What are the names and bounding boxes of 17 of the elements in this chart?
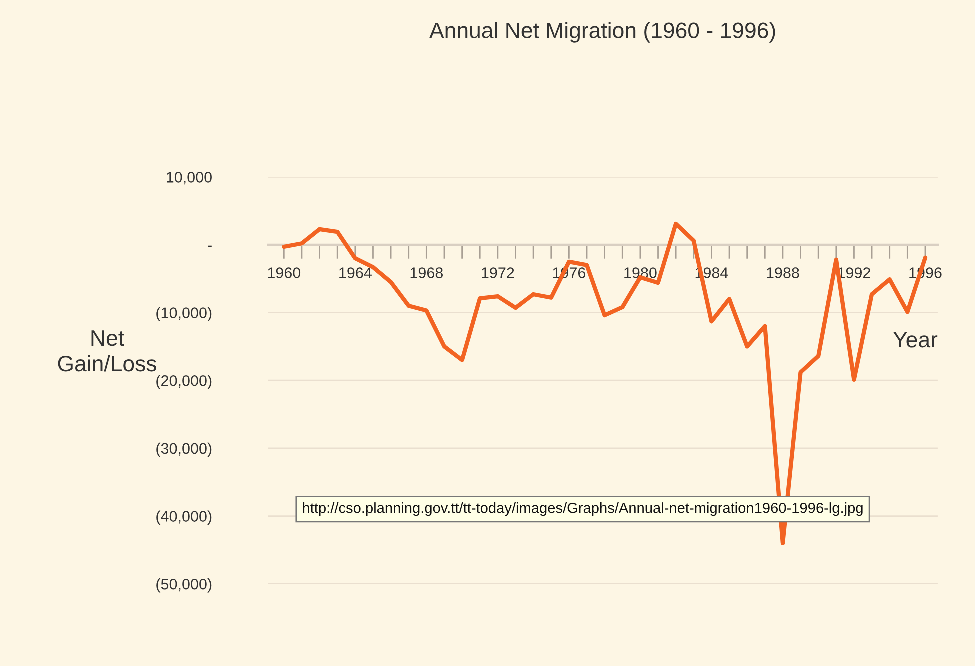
- x-tick-label: 1960: [268, 268, 301, 278]
- y-tick-label: -: [208, 246, 212, 248]
- x-tick-label: 1964: [340, 268, 372, 278]
- annotation: http://cso.planning.gov.tt/tt-today/images/Graphs/Annual-net-migration1960-1996-lg.jpg: [303, 502, 863, 516]
- y-tick-label: (20,000): [156, 375, 212, 390]
- x-tick-label: 1980: [624, 268, 657, 278]
- chart-title: Annual Net Migration (1960 - 1996): [430, 22, 776, 43]
- x-axis-title: Year: [894, 332, 938, 348]
- y-tick-label: 10,000: [167, 172, 212, 185]
- x-tick-label: 1988: [767, 268, 800, 278]
- x-tick-label: 1972: [482, 268, 514, 278]
- y-axis-title: Net Gain/Loss: [58, 330, 156, 372]
- y-tick-label: (50,000): [156, 578, 212, 593]
- y-tick-label: (40,000): [156, 510, 212, 525]
- x-tick-label: 1968: [410, 268, 444, 278]
- y-tick-label: (10,000): [156, 307, 212, 322]
- y-tick-label: (30,000): [156, 442, 212, 458]
